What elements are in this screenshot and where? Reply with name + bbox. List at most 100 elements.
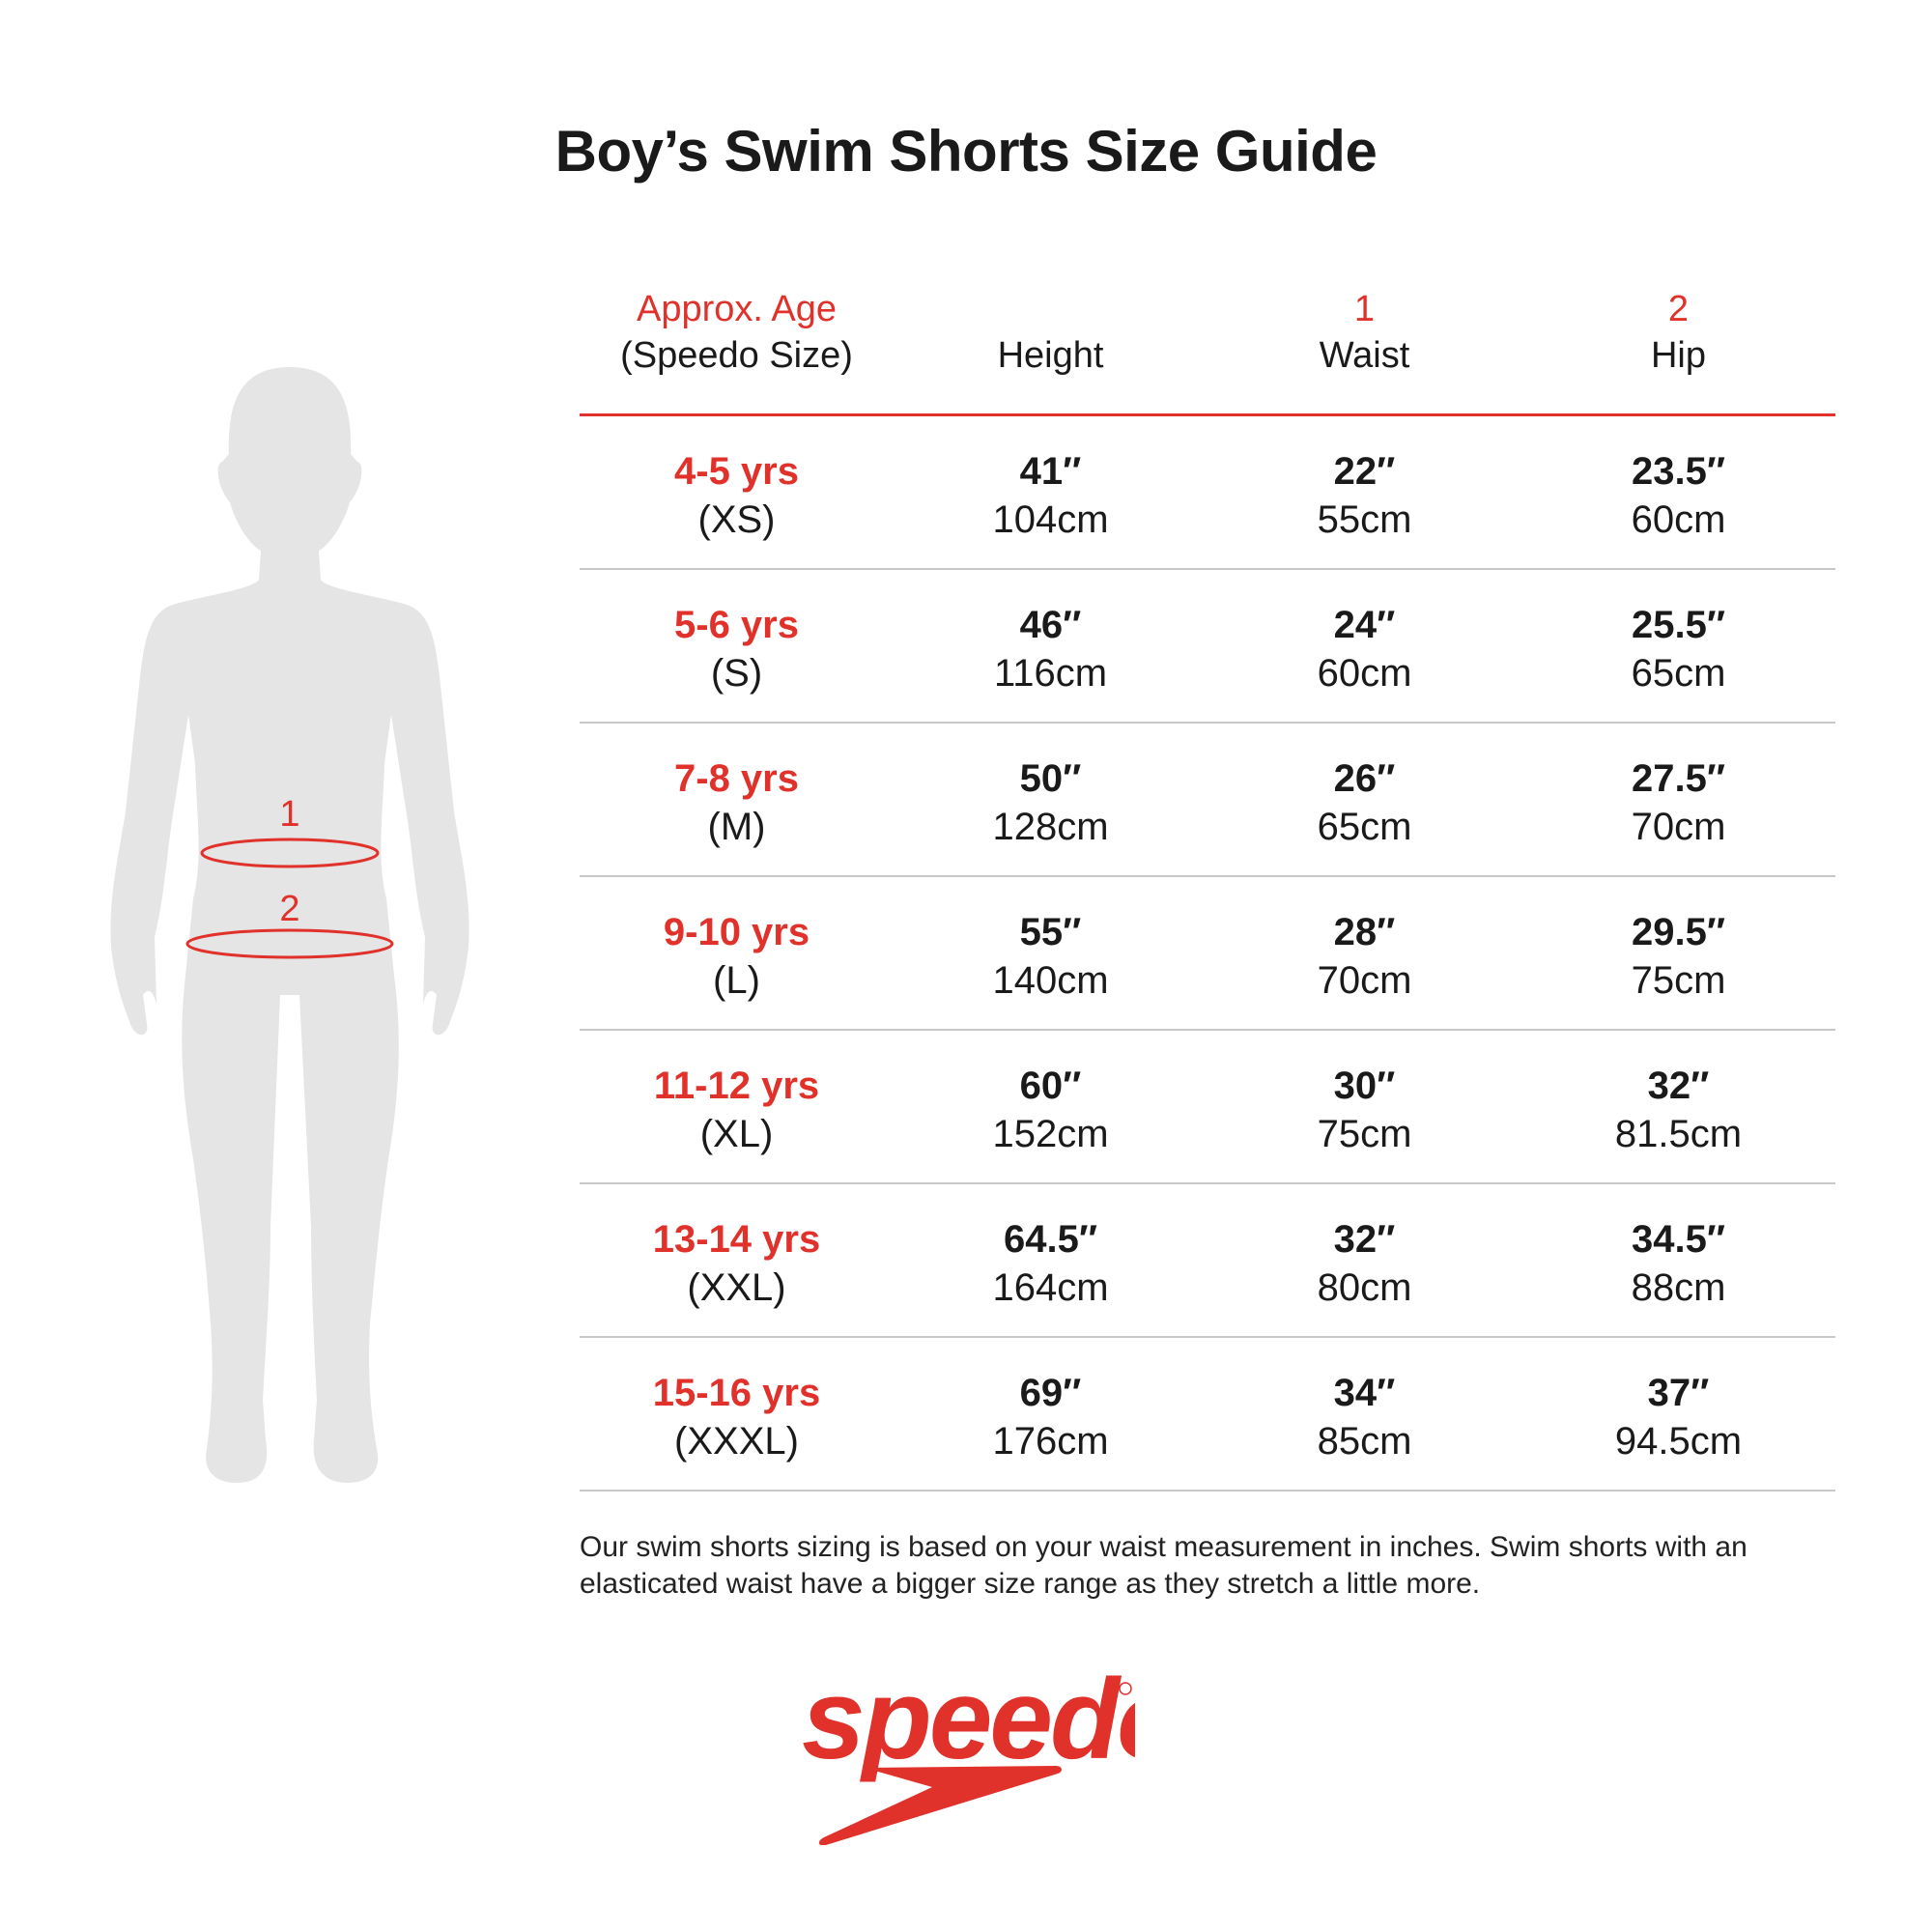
cell-hip-secondary: 88cm xyxy=(1631,1266,1726,1309)
table-row: 5-6 yrs (S) 46″ 116cm 24″ 60cm 25.5″ 65cm xyxy=(580,570,1835,724)
cell-hip-secondary: 81.5cm xyxy=(1614,1113,1743,1155)
cell-age-size-primary: 9-10 yrs xyxy=(663,911,810,953)
cell-age-size: 9-10 yrs (L) xyxy=(580,908,894,1005)
cell-height-primary: 55″ xyxy=(1019,911,1082,953)
page-title: Boy’s Swim Shorts Size Guide xyxy=(554,119,1378,184)
hip-measure-ring xyxy=(185,928,394,959)
table-row: 13-14 yrs (XXL) 64.5″ 164cm 32″ 80cm 34.5″ 88cm xyxy=(580,1184,1835,1338)
cell-hip-primary: 27.5″ xyxy=(1631,757,1725,800)
cell-waist-primary: 26″ xyxy=(1333,757,1396,800)
cell-waist-secondary: 85cm xyxy=(1317,1420,1412,1463)
cell-waist: 30″ 75cm xyxy=(1208,1062,1521,1158)
cell-height-secondary: 116cm xyxy=(993,652,1108,695)
header-hip-marker: 2 xyxy=(1667,289,1690,329)
header-age-size: Approx. Age (Speedo Size) xyxy=(580,286,894,379)
table-row: 11-12 yrs (XL) 60″ 152cm 30″ 75cm 32″ 81.5cm xyxy=(580,1031,1835,1184)
table-row: 15-16 yrs (XXXL) 69″ 176cm 34″ 85cm 37″ 94.5cm xyxy=(580,1338,1835,1492)
cell-age-size-secondary: (S) xyxy=(710,652,763,695)
cell-age-size-primary: 7-8 yrs xyxy=(674,757,799,800)
waist-measure-ring xyxy=(200,838,380,868)
cell-age-size: 15-16 yrs (XXXL) xyxy=(580,1369,894,1465)
cell-height-primary: 64.5″ xyxy=(1003,1218,1097,1261)
cell-hip-primary: 34.5″ xyxy=(1631,1218,1725,1261)
cell-age-size-primary: 11-12 yrs xyxy=(653,1065,820,1107)
cell-age-size-primary: 13-14 yrs xyxy=(652,1218,821,1261)
cell-waist-primary: 32″ xyxy=(1333,1218,1396,1261)
cell-age-size-primary: 15-16 yrs xyxy=(652,1372,821,1414)
cell-age-size-secondary: (L) xyxy=(713,959,760,1002)
cell-waist: 34″ 85cm xyxy=(1208,1369,1521,1465)
cell-hip: 37″ 94.5cm xyxy=(1521,1369,1835,1465)
cell-age-size: 4-5 yrs (XS) xyxy=(580,447,894,544)
cell-waist-primary: 22″ xyxy=(1333,450,1396,493)
cell-age-size-primary: 4-5 yrs xyxy=(674,450,799,493)
cell-hip-primary: 37″ xyxy=(1647,1372,1710,1414)
cell-age-size-secondary: (M) xyxy=(707,806,766,848)
body-silhouette-figure: 1 2 xyxy=(97,357,483,1497)
cell-waist-primary: 24″ xyxy=(1333,604,1396,646)
cell-waist-primary: 30″ xyxy=(1333,1065,1396,1107)
cell-waist: 26″ 65cm xyxy=(1208,754,1521,851)
table-row: 7-8 yrs (M) 50″ 128cm 26″ 65cm 27.5″ 70cm xyxy=(580,724,1835,877)
cell-waist-primary: 34″ xyxy=(1333,1372,1396,1414)
cell-height-primary: 41″ xyxy=(1019,450,1082,493)
waist-marker-label: 1 xyxy=(279,794,299,835)
cell-hip-secondary: 60cm xyxy=(1631,498,1726,541)
child-silhouette xyxy=(110,367,469,1483)
cell-age-size-secondary: (XS) xyxy=(697,498,776,541)
cell-waist-secondary: 80cm xyxy=(1317,1266,1412,1309)
cell-height: 46″ 116cm xyxy=(894,601,1208,697)
cell-hip-primary: 25.5″ xyxy=(1631,604,1725,646)
boomerang-icon xyxy=(818,1766,1062,1846)
header-age-label: Approx. Age xyxy=(636,289,838,329)
speedo-logo: speedo xyxy=(797,1656,1186,1850)
cell-age-size-primary: 5-6 yrs xyxy=(674,604,799,646)
table-body: 4-5 yrs (XS) 41″ 104cm 22″ 55cm 23.5″ 60cm 5-6 y… xyxy=(580,416,1835,1492)
svg-text:speedo: speedo xyxy=(802,1671,1135,1783)
cell-hip: 34.5″ 88cm xyxy=(1521,1215,1835,1312)
cell-age-size-secondary: (XL) xyxy=(699,1113,774,1155)
cell-hip-secondary: 94.5cm xyxy=(1614,1420,1743,1463)
cell-height-secondary: 164cm xyxy=(992,1266,1109,1309)
cell-height-primary: 50″ xyxy=(1019,757,1082,800)
cell-height: 50″ 128cm xyxy=(894,754,1208,851)
cell-height: 41″ 104cm xyxy=(894,447,1208,544)
header-size-label: (Speedo Size) xyxy=(620,335,853,376)
cell-height-secondary: 128cm xyxy=(992,806,1109,848)
table-row: 4-5 yrs (XS) 41″ 104cm 22″ 55cm 23.5″ 60cm xyxy=(580,416,1835,570)
cell-hip: 25.5″ 65cm xyxy=(1521,601,1835,697)
hip-marker-label: 2 xyxy=(279,889,299,929)
cell-hip-primary: 29.5″ xyxy=(1631,911,1725,953)
cell-waist-secondary: 70cm xyxy=(1317,959,1412,1002)
cell-height: 60″ 152cm xyxy=(894,1062,1208,1158)
cell-hip-primary: 32″ xyxy=(1647,1065,1710,1107)
cell-hip-secondary: 65cm xyxy=(1631,652,1726,695)
header-waist-label: Waist xyxy=(1319,335,1410,376)
header-waist: 1 Waist xyxy=(1208,286,1521,379)
cell-age-size-secondary: (XXL) xyxy=(687,1266,786,1309)
cell-height-secondary: 140cm xyxy=(992,959,1109,1002)
header-height-label: Height xyxy=(997,335,1104,376)
cell-waist-secondary: 65cm xyxy=(1317,806,1412,848)
cell-height-primary: 69″ xyxy=(1019,1372,1082,1414)
cell-waist: 32″ 80cm xyxy=(1208,1215,1521,1312)
cell-waist: 28″ 70cm xyxy=(1208,908,1521,1005)
cell-height-primary: 60″ xyxy=(1019,1065,1082,1107)
size-table: Approx. Age (Speedo Size) Height 1 Waist… xyxy=(580,270,1835,1492)
cell-hip-secondary: 75cm xyxy=(1631,959,1726,1002)
cell-height: 64.5″ 164cm xyxy=(894,1215,1208,1312)
header-height: Height xyxy=(894,332,1208,379)
sizing-note: Our swim shorts sizing is based on your … xyxy=(580,1531,1747,1600)
cell-height: 55″ 140cm xyxy=(894,908,1208,1005)
cell-height-secondary: 152cm xyxy=(992,1113,1109,1155)
cell-hip: 27.5″ 70cm xyxy=(1521,754,1835,851)
cell-height-primary: 46″ xyxy=(1019,604,1082,646)
table-header: Approx. Age (Speedo Size) Height 1 Waist… xyxy=(580,270,1835,416)
cell-age-size: 5-6 yrs (S) xyxy=(580,601,894,697)
cell-waist-secondary: 75cm xyxy=(1317,1113,1412,1155)
cell-waist-primary: 28″ xyxy=(1333,911,1396,953)
header-waist-marker: 1 xyxy=(1353,289,1376,329)
header-hip-label: Hip xyxy=(1650,335,1707,376)
cell-age-size-secondary: (XXXL) xyxy=(674,1420,799,1463)
cell-age-size: 7-8 yrs (M) xyxy=(580,754,894,851)
